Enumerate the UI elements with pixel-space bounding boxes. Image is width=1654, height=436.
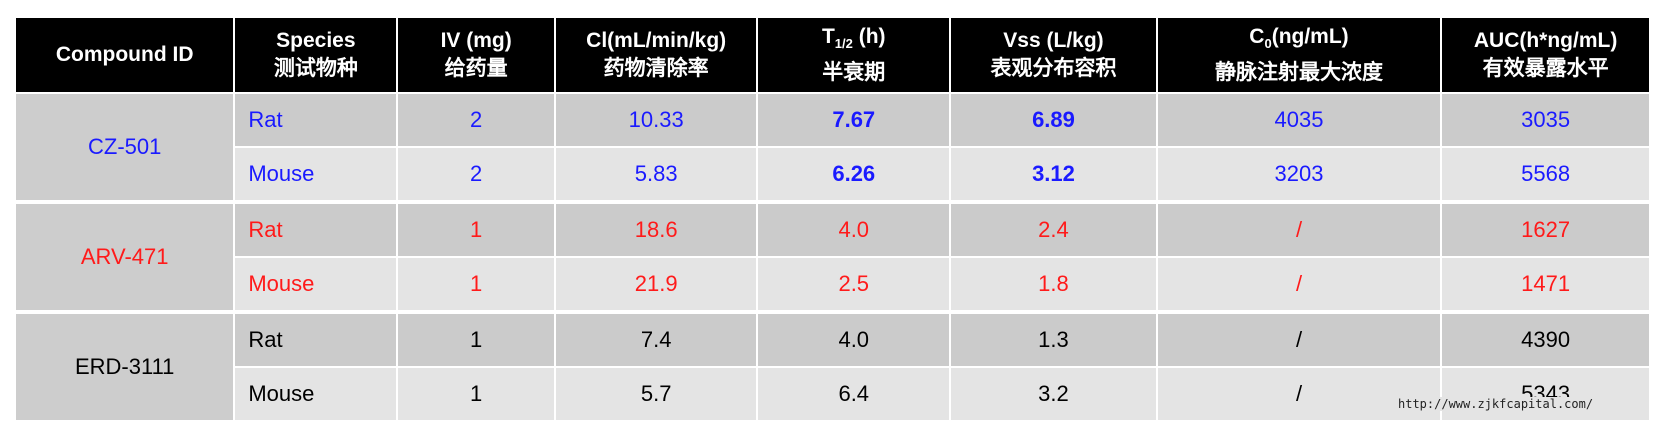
header-c0-unit: (ng/mL) <box>1271 25 1349 49</box>
header-c0-label-cn: 静脉注射最大浓度 <box>1215 60 1383 84</box>
header-half-life-sub: 1/2 <box>834 36 853 52</box>
c0-cell: / <box>1155 366 1442 420</box>
t12-cell: 4.0 <box>756 310 951 367</box>
header-vss: Vss (L/kg) 表观分布容积 <box>949 18 1157 93</box>
header-iv-label: IV (mg) <box>440 29 512 52</box>
species-cell: Mouse <box>233 366 398 420</box>
auc-cell: 1627 <box>1440 200 1649 257</box>
iv-cell: 1 <box>396 310 555 367</box>
cl-cell: 5.83 <box>553 146 758 202</box>
header-compound-id: Compound ID <box>16 18 235 93</box>
header-clearance-label: Cl(mL/min/kg) <box>586 29 727 52</box>
header-species-label: Species <box>276 29 356 52</box>
header-species: Species 测试物种 <box>233 18 398 93</box>
compound-id-cell: ARV-471 <box>16 200 235 312</box>
table-row: Mouse 1 5.7 6.4 3.2/5343 <box>16 366 1649 420</box>
header-auc-label-cn: 有效暴露水平 <box>1482 57 1609 80</box>
header-c0: C0(ng/mL) 静脉注射最大浓度 <box>1155 18 1442 93</box>
iv-cell: 2 <box>396 146 555 202</box>
species-cell: Rat <box>233 310 398 367</box>
header-clearance-label-cn: 药物清除率 <box>603 57 709 80</box>
table-row: ARV-471 Rat 1 18.6 4.0 2.4/1627 <box>16 200 1649 312</box>
cl-cell: 10.33 <box>553 92 758 147</box>
c0-cell: / <box>1155 310 1442 367</box>
cl-cell: 7.4 <box>553 310 758 367</box>
header-species-label-cn: 测试物种 <box>273 57 358 80</box>
header-c0-main: C <box>1249 25 1265 49</box>
header-auc: AUC(h*ng/mL) 有效暴露水平 <box>1440 18 1649 93</box>
species-cell: Rat <box>233 200 398 257</box>
c0-cell: 3203 <box>1155 146 1442 202</box>
table-row: Mouse 1 21.9 2.5 1.8/1471 <box>16 256 1649 312</box>
auc-cell: 1471 <box>1440 256 1649 312</box>
iv-cell: 1 <box>396 200 555 257</box>
table-body: CZ-501 Rat 2 10.33 7.67 6.89 4035 3035 Mouse 2 5.8… <box>16 92 1649 420</box>
auc-cell: 4390 <box>1440 310 1649 367</box>
header-half-life-label-cn: 半衰期 <box>822 60 886 84</box>
compound-id-cell: CZ-501 <box>16 92 235 202</box>
table-row: Mouse 2 5.83 6.26 3.12 3203 5568 <box>16 146 1649 202</box>
table-row: ERD-3111 Rat 1 7.4 4.0 1.3/4390 <box>16 310 1649 420</box>
vss-cell: 3.12 <box>949 146 1157 202</box>
cl-cell: 5.7 <box>553 366 758 420</box>
header-vss-label-cn: 表观分布容积 <box>990 57 1117 80</box>
species-cell: Mouse <box>233 256 398 312</box>
vss-cell: 6.89 <box>949 92 1157 147</box>
vss-cell: 1.8 <box>949 256 1157 312</box>
iv-cell: 1 <box>396 366 555 420</box>
c0-cell: / <box>1155 256 1442 312</box>
auc-cell: 3035 <box>1440 92 1649 147</box>
cl-cell: 18.6 <box>553 200 758 257</box>
header-compound-id-label: Compound ID <box>55 43 194 66</box>
vss-cell: 3.2 <box>949 366 1157 420</box>
auc-cell: 5343 <box>1440 366 1649 420</box>
t12-cell: 7.67 <box>756 92 951 147</box>
header-iv: IV (mg) 给药量 <box>396 18 555 93</box>
watermark-url: http://www.zjkfcapital.com/ <box>1398 397 1594 411</box>
header-half-life: T1/2 (h) 半衰期 <box>756 18 951 93</box>
auc-cell: 5568 <box>1440 146 1649 202</box>
t12-cell: 2.5 <box>756 256 951 312</box>
header-c0-label: C0(ng/mL) <box>1159 23 1440 58</box>
t12-cell: 6.4 <box>756 366 951 420</box>
header-half-life-label: T1/2 (h) <box>759 23 949 58</box>
c0-cell: 4035 <box>1155 92 1442 147</box>
header-half-life-main: T <box>821 25 835 49</box>
c0-cell: / <box>1155 200 1442 257</box>
iv-cell: 2 <box>396 92 555 147</box>
vss-cell: 1.3 <box>949 310 1157 367</box>
header-half-life-unit: (h) <box>852 25 886 49</box>
t12-cell: 4.0 <box>756 200 951 257</box>
header-auc-label: AUC(h*ng/mL) <box>1473 29 1618 52</box>
compound-id-cell: ERD-3111 <box>16 310 235 420</box>
vss-cell: 2.4 <box>949 200 1157 257</box>
species-cell: Rat <box>233 92 398 147</box>
header-clearance: Cl(mL/min/kg) 药物清除率 <box>553 18 758 93</box>
header-iv-label-cn: 给药量 <box>444 57 508 80</box>
header-row: Compound ID Species 测试物种 IV (mg) 给药量 Cl(… <box>16 18 1649 93</box>
iv-cell: 1 <box>396 256 555 312</box>
pk-comparison-table: Compound ID Species 测试物种 IV (mg) 给药量 Cl(… <box>16 18 1649 420</box>
header-vss-label: Vss (L/kg) <box>1003 29 1104 52</box>
table-row: CZ-501 Rat 2 10.33 7.67 6.89 4035 3035 <box>16 92 1649 202</box>
header-c0-sub: 0 <box>1264 36 1272 52</box>
t12-cell: 6.26 <box>756 146 951 202</box>
species-cell: Mouse <box>233 146 398 202</box>
cl-cell: 21.9 <box>553 256 758 312</box>
